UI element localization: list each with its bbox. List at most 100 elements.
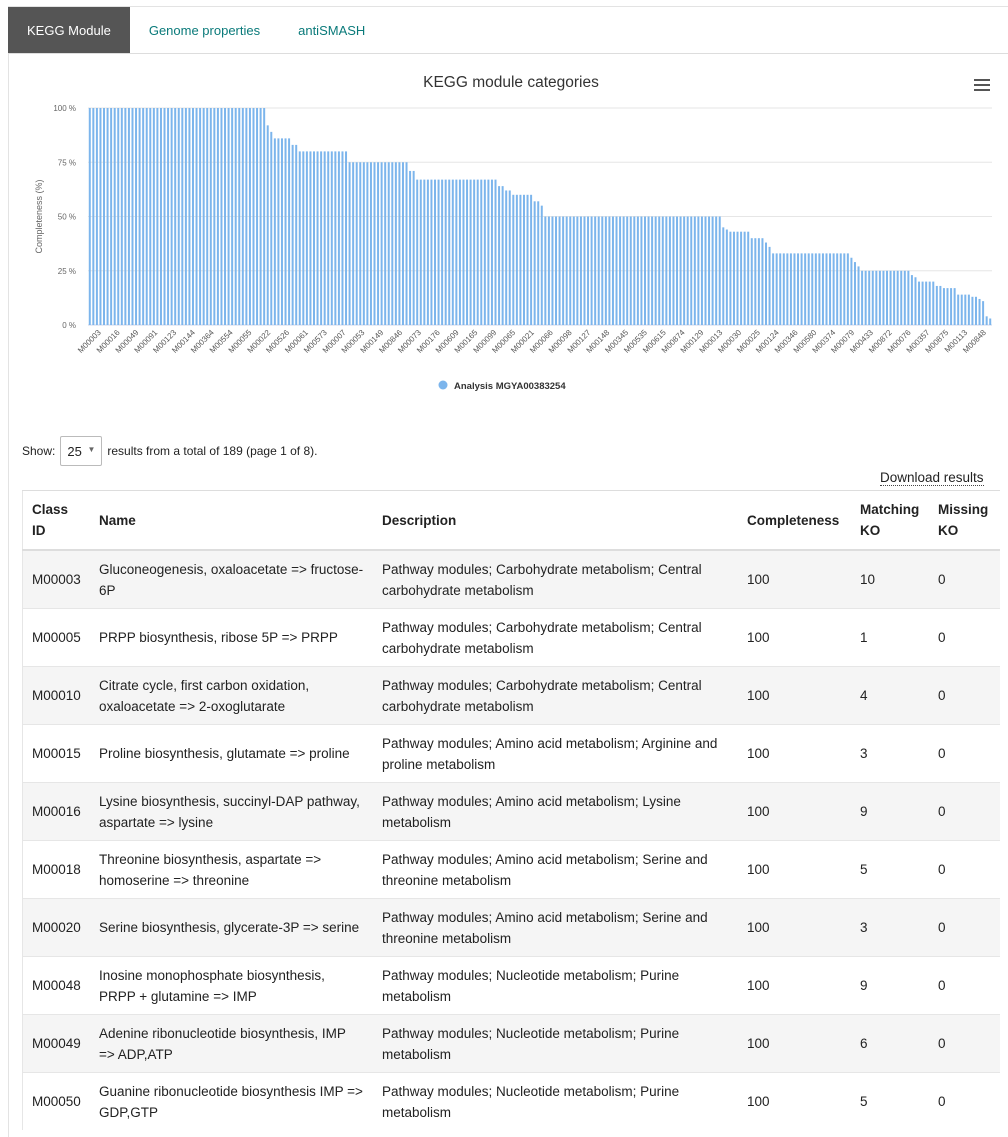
cell-completeness: 100 xyxy=(738,1014,851,1073)
cell-missing-ko: 0 xyxy=(929,956,1000,1015)
bar xyxy=(565,216,568,325)
bar xyxy=(263,108,266,325)
bar xyxy=(270,131,273,325)
bar xyxy=(241,108,244,325)
header-class-id[interactable]: Class ID xyxy=(22,490,90,551)
y-tick-label: 100 % xyxy=(53,104,76,113)
bar xyxy=(661,216,664,325)
bar xyxy=(533,201,536,325)
bar xyxy=(209,108,212,325)
bar xyxy=(466,179,469,325)
bar xyxy=(989,318,992,325)
bar xyxy=(693,216,696,325)
cell-description: Pathway modules; Amino acid metabolism; … xyxy=(373,898,738,957)
header-matching-ko[interactable]: Matching KO xyxy=(851,490,929,551)
bar xyxy=(252,108,255,325)
cell-class-id: M00018 xyxy=(22,840,90,899)
bar xyxy=(668,216,671,325)
y-tick-label: 50 % xyxy=(58,213,76,222)
table-row: M00020 Serine biosynthesis, glycerate-3P … xyxy=(22,898,1000,957)
hamburger-icon[interactable] xyxy=(974,79,990,93)
page-size-value: 25 xyxy=(67,443,82,459)
tab-genome-properties[interactable]: Genome properties xyxy=(148,22,261,38)
bar xyxy=(800,253,803,325)
bar xyxy=(765,242,767,325)
bar xyxy=(451,179,454,325)
cell-class-id: M00048 xyxy=(22,956,90,1015)
bar xyxy=(939,285,942,325)
bar xyxy=(213,108,216,325)
bar xyxy=(900,270,903,325)
page-size-select[interactable]: 25 ▼ xyxy=(60,436,103,466)
bar xyxy=(476,179,479,325)
bar xyxy=(921,281,924,325)
bar xyxy=(679,216,682,325)
bar xyxy=(519,194,522,325)
bar xyxy=(683,216,686,325)
cell-description: Pathway modules; Carbohydrate metabolism… xyxy=(373,549,738,609)
header-missing-ko[interactable]: Missing KO xyxy=(929,490,1000,551)
header-completeness[interactable]: Completeness xyxy=(738,490,851,551)
cell-matching-ko: 4 xyxy=(851,666,929,725)
bar xyxy=(448,179,451,325)
bar xyxy=(967,294,970,325)
bar xyxy=(131,108,134,325)
bar xyxy=(772,253,775,325)
bar xyxy=(914,277,917,325)
tab-antismash[interactable]: antiSMASH xyxy=(298,22,366,38)
download-results-link[interactable]: Download results xyxy=(880,470,984,486)
bar xyxy=(982,301,985,325)
bar xyxy=(957,294,960,325)
bar xyxy=(152,108,155,325)
bar xyxy=(174,108,177,325)
bar xyxy=(697,216,700,325)
cell-description: Pathway modules; Carbohydrate metabolism… xyxy=(373,666,738,725)
bar xyxy=(665,216,668,325)
bar xyxy=(405,162,408,325)
bar xyxy=(437,179,440,325)
bar xyxy=(611,216,614,325)
bar xyxy=(878,270,881,325)
bar xyxy=(811,253,814,325)
bar xyxy=(736,231,739,325)
bar xyxy=(384,162,387,325)
bar xyxy=(195,108,198,325)
bar xyxy=(761,238,764,325)
bar xyxy=(807,253,810,325)
bar xyxy=(352,162,355,325)
bar xyxy=(337,151,340,325)
cell-completeness: 100 xyxy=(738,608,851,667)
bar xyxy=(540,205,543,325)
bar xyxy=(163,108,166,325)
bar xyxy=(754,238,757,325)
bar xyxy=(273,138,276,325)
bar xyxy=(747,231,750,325)
bar xyxy=(419,179,422,325)
cell-description: Pathway modules; Amino acid metabolism; … xyxy=(373,782,738,841)
bar xyxy=(597,216,600,325)
bar xyxy=(825,253,828,325)
table-row: M00010 Citrate cycle, first carbon oxidat… xyxy=(22,666,1000,725)
bar xyxy=(907,270,910,325)
bar xyxy=(330,151,333,325)
bar xyxy=(558,216,561,325)
cell-name: Guanine ribonucleotide biosynthesis IMP … xyxy=(90,1072,373,1130)
cell-completeness: 100 xyxy=(738,1072,851,1130)
cell-description: Pathway modules; Carbohydrate metabolism… xyxy=(373,608,738,667)
bar xyxy=(103,108,106,325)
cell-description: Pathway modules; Nucleotide metabolism; … xyxy=(373,1072,738,1130)
table-row: M00050 Guanine ribonucleotide biosynthesi… xyxy=(22,1072,1000,1130)
cell-matching-ko: 3 xyxy=(851,724,929,783)
bar xyxy=(775,253,778,325)
bar xyxy=(629,216,632,325)
bar xyxy=(654,216,657,325)
bar xyxy=(857,266,860,325)
tab-kegg-module[interactable]: KEGG Module xyxy=(8,7,130,53)
bar xyxy=(170,108,173,325)
bar xyxy=(935,285,938,325)
header-name[interactable]: Name xyxy=(90,490,373,551)
header-description[interactable]: Description xyxy=(373,490,738,551)
bar xyxy=(512,194,515,325)
cell-name: Serine biosynthesis, glycerate-3P => ser… xyxy=(90,898,373,957)
bar xyxy=(889,270,892,325)
